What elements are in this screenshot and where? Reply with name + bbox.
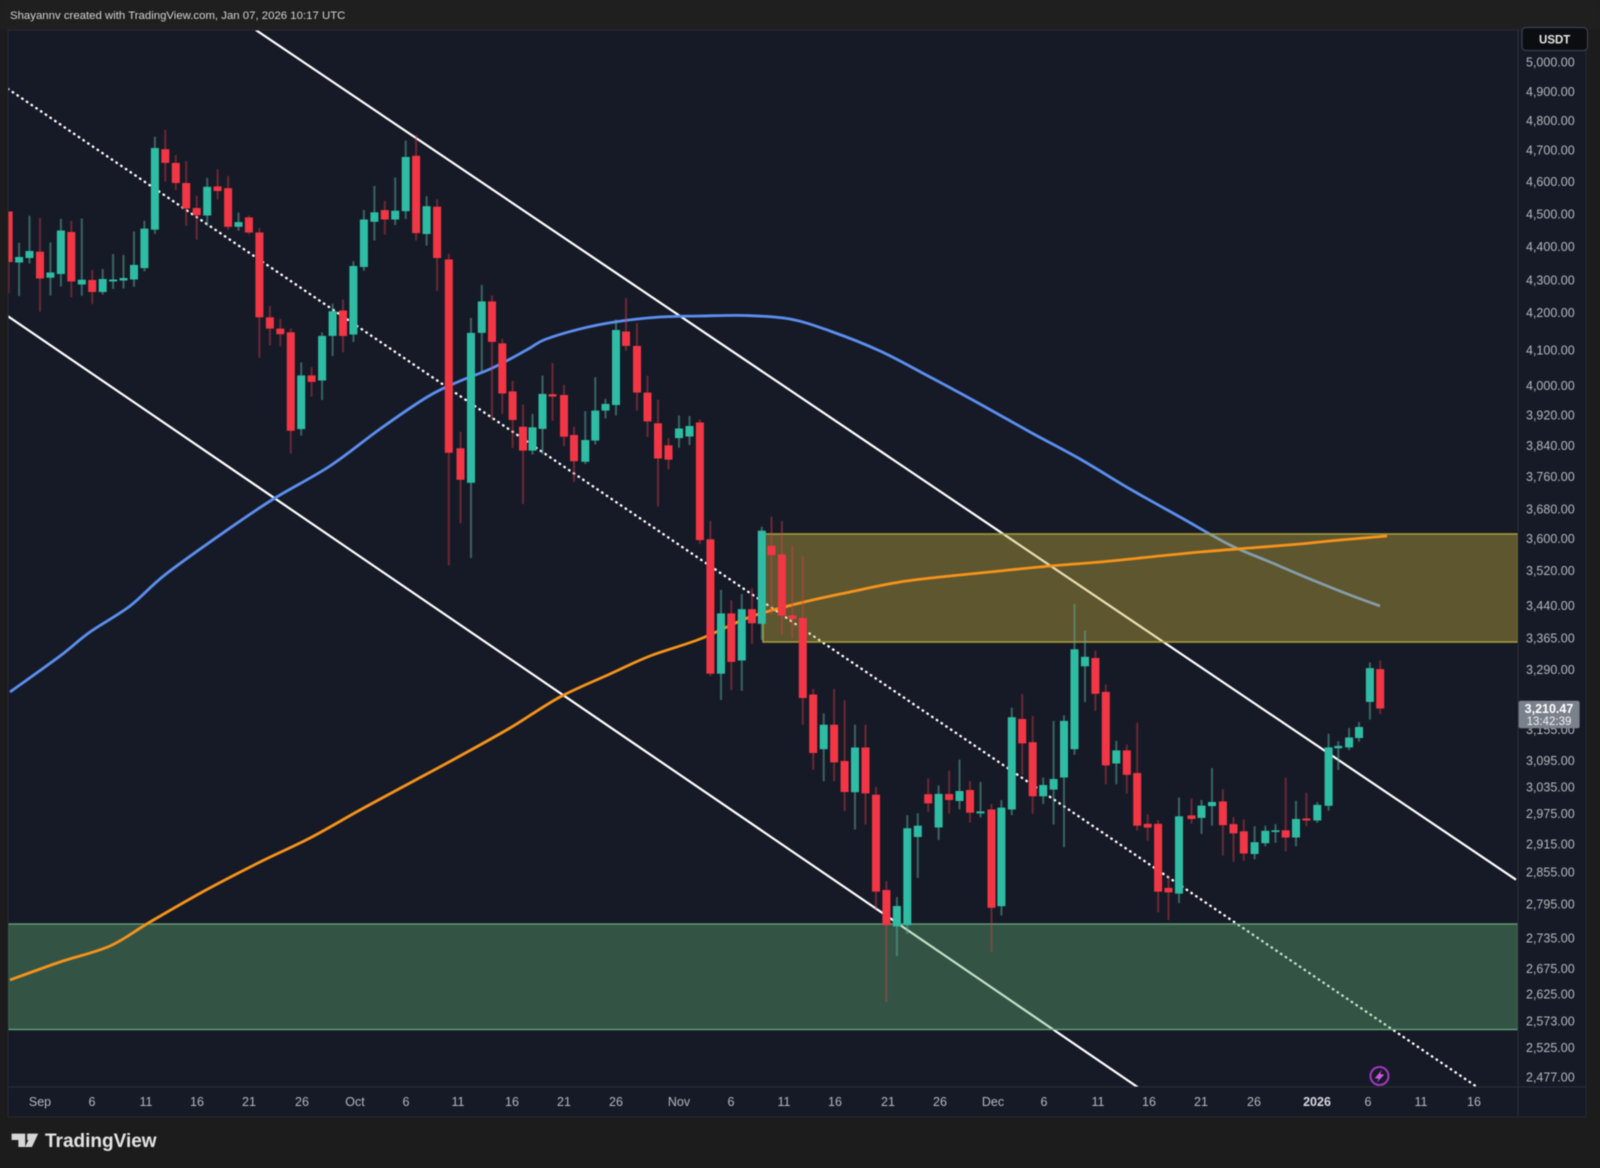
svg-text:4,700.00: 4,700.00 — [1526, 143, 1575, 157]
svg-text:21: 21 — [1194, 1095, 1208, 1109]
svg-text:4,200.00: 4,200.00 — [1526, 306, 1575, 320]
svg-text:26: 26 — [1247, 1095, 1261, 1109]
svg-text:Nov: Nov — [668, 1095, 691, 1109]
svg-text:3,365.00: 3,365.00 — [1526, 631, 1575, 645]
svg-text:Dec: Dec — [982, 1095, 1004, 1109]
svg-text:2,975.00: 2,975.00 — [1526, 807, 1575, 821]
svg-text:4,900.00: 4,900.00 — [1526, 85, 1575, 99]
svg-text:16: 16 — [505, 1095, 519, 1109]
svg-text:2,625.00: 2,625.00 — [1526, 988, 1575, 1002]
svg-text:6: 6 — [89, 1095, 96, 1109]
svg-text:6: 6 — [1041, 1095, 1048, 1109]
svg-text:2,735.00: 2,735.00 — [1526, 931, 1575, 945]
svg-text:21: 21 — [242, 1095, 256, 1109]
svg-text:21: 21 — [881, 1095, 895, 1109]
svg-text:Oct: Oct — [345, 1095, 365, 1109]
svg-text:2,525.00: 2,525.00 — [1526, 1041, 1575, 1055]
svg-text:2,795.00: 2,795.00 — [1526, 897, 1575, 911]
svg-text:Sep: Sep — [29, 1095, 51, 1109]
svg-text:16: 16 — [190, 1095, 204, 1109]
svg-text:6: 6 — [403, 1095, 410, 1109]
svg-text:11: 11 — [452, 1095, 465, 1109]
svg-text:2,915.00: 2,915.00 — [1526, 838, 1575, 852]
svg-text:2,573.00: 2,573.00 — [1526, 1014, 1575, 1028]
svg-text:26: 26 — [933, 1095, 947, 1109]
svg-text:3,290.00: 3,290.00 — [1526, 663, 1575, 677]
svg-text:4,400.00: 4,400.00 — [1526, 240, 1575, 254]
svg-text:USDT: USDT — [1539, 35, 1570, 47]
svg-text:4,800.00: 4,800.00 — [1526, 114, 1575, 128]
svg-text:6: 6 — [728, 1095, 735, 1109]
svg-text:2026: 2026 — [1303, 1095, 1331, 1109]
svg-text:13:42:39: 13:42:39 — [1527, 716, 1572, 728]
svg-text:3,520.00: 3,520.00 — [1526, 564, 1575, 578]
svg-text:3,440.00: 3,440.00 — [1526, 599, 1575, 613]
svg-text:3,680.00: 3,680.00 — [1526, 503, 1575, 517]
svg-text:21: 21 — [557, 1095, 571, 1109]
svg-text:3,035.00: 3,035.00 — [1526, 781, 1575, 795]
svg-text:Shayannv created with TradingV: Shayannv created with TradingView.com, J… — [10, 10, 345, 22]
svg-text:4,500.00: 4,500.00 — [1526, 208, 1575, 222]
svg-text:3,210.47: 3,210.47 — [1525, 702, 1574, 716]
svg-text:3,840.00: 3,840.00 — [1526, 439, 1575, 453]
svg-text:2,855.00: 2,855.00 — [1526, 866, 1575, 880]
svg-text:11: 11 — [1092, 1095, 1105, 1109]
svg-text:5,000.00: 5,000.00 — [1526, 55, 1575, 69]
svg-text:11: 11 — [1415, 1095, 1428, 1109]
svg-text:11: 11 — [778, 1095, 791, 1109]
svg-text:4,300.00: 4,300.00 — [1526, 274, 1575, 288]
svg-text:16: 16 — [1142, 1095, 1156, 1109]
svg-text:6: 6 — [1365, 1095, 1372, 1109]
svg-text:3,760.00: 3,760.00 — [1526, 470, 1575, 484]
svg-text:3,600.00: 3,600.00 — [1526, 532, 1575, 546]
svg-text:11: 11 — [140, 1095, 153, 1109]
svg-text:4,000.00: 4,000.00 — [1526, 379, 1575, 393]
svg-text:16: 16 — [828, 1095, 842, 1109]
svg-text:3,095.00: 3,095.00 — [1526, 754, 1575, 768]
svg-text:3,920.00: 3,920.00 — [1526, 408, 1575, 422]
svg-text:16: 16 — [1467, 1095, 1481, 1109]
svg-text:4,100.00: 4,100.00 — [1526, 343, 1575, 357]
svg-text:TradingView: TradingView — [45, 1131, 157, 1152]
svg-text:4,600.00: 4,600.00 — [1526, 175, 1575, 189]
svg-text:2,477.00: 2,477.00 — [1526, 1071, 1575, 1085]
svg-text:2,675.00: 2,675.00 — [1526, 962, 1575, 976]
svg-text:26: 26 — [609, 1095, 623, 1109]
svg-text:26: 26 — [295, 1095, 309, 1109]
